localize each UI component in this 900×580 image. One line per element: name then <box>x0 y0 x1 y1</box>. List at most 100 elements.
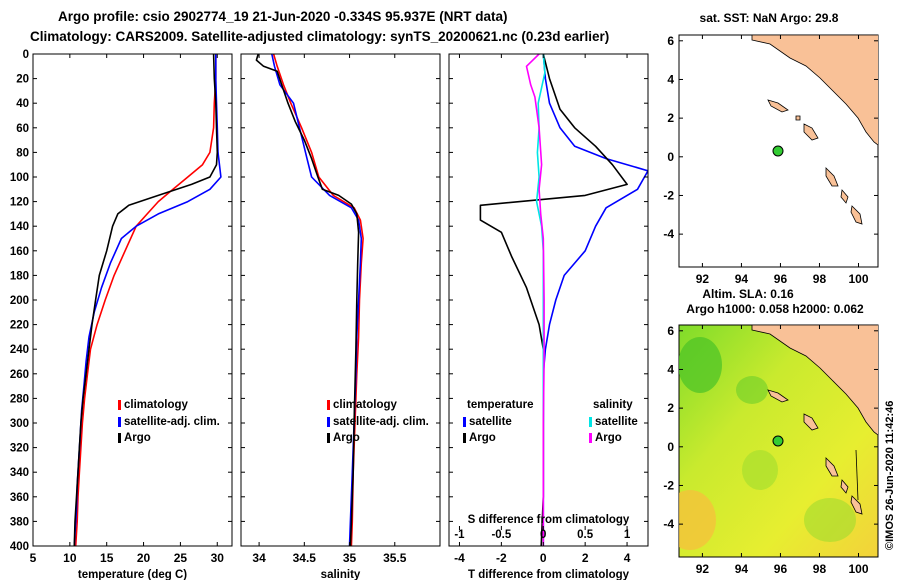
y-tick-label: 220 <box>10 320 29 332</box>
legend-argo-swatch <box>118 433 121 443</box>
legend-climatology-swatch <box>118 400 121 410</box>
legend-satellite-label: satellite-adj. clim. <box>333 416 429 428</box>
legend-t-argo-swatch <box>463 433 466 443</box>
legend-climatology-label: climatology <box>333 399 398 411</box>
island-siberut <box>825 457 839 477</box>
island-simeulue <box>767 389 789 403</box>
x-tick-label: 15 <box>100 551 114 565</box>
sla-track-line <box>855 449 859 501</box>
legend-argo-swatch <box>327 433 330 443</box>
x-tick-label: 20 <box>137 551 151 565</box>
y-tick-label: 0 <box>23 49 29 61</box>
x2-tick-label: 1 <box>624 529 631 541</box>
x-tick-label: 30 <box>211 551 225 565</box>
salinity-x-axis-label: salinity <box>321 569 361 580</box>
legend-t-satellite-swatch <box>463 417 466 427</box>
temperature-legend: climatology satellite-adj. clim. Argo <box>118 399 220 444</box>
sla-blob <box>736 376 768 404</box>
y-tick-label: 260 <box>10 369 29 381</box>
x-tick-label: 4 <box>624 551 631 565</box>
island-nias <box>803 123 819 141</box>
map-x-tick-label: 100 <box>848 272 868 286</box>
y-tick-label: 140 <box>10 221 29 233</box>
y-tick-label: 60 <box>16 123 29 135</box>
island-pagai <box>850 205 863 225</box>
y-tick-label: 120 <box>10 197 29 209</box>
island-sipora <box>840 479 849 494</box>
island-siberut <box>825 167 839 187</box>
sst-map-title: sat. SST: NaN Argo: 29.8 <box>700 11 839 25</box>
map-x-tick-label: 96 <box>774 272 788 286</box>
y-tick-label: 160 <box>10 246 29 258</box>
y-tick-label: 280 <box>10 393 29 405</box>
difference-panel: -4 -2 0 2 4 T difference from climatology S di… <box>448 53 649 580</box>
sla-blob <box>804 498 856 542</box>
figure-title-line2: Climatology: CARS2009. Satellite-adjuste… <box>30 29 609 44</box>
island-banyak <box>795 115 801 121</box>
series-argo <box>255 54 360 546</box>
map-y-tick-label: 4 <box>667 72 674 86</box>
map-y-tick-label: 6 <box>667 324 674 338</box>
salinity-legend: climatology satellite-adj. clim. Argo <box>327 399 429 444</box>
map-y-tick-label: -2 <box>663 188 674 202</box>
legend-temperature-header: temperature <box>467 399 533 411</box>
y-tick-label: 360 <box>10 492 29 504</box>
island-simeulue <box>767 99 789 113</box>
x-tick-label: 10 <box>63 551 77 565</box>
x2-tick-label: 0.5 <box>577 529 594 541</box>
difference-series <box>479 54 648 546</box>
map-x-tick-label: 94 <box>735 272 749 286</box>
x-tick-label: 5 <box>30 551 37 565</box>
difference-legend: temperature salinity satellite Argo sate… <box>463 399 638 444</box>
y-tick-label: 400 <box>10 541 29 553</box>
legend-t-argo-label: Argo <box>469 432 496 444</box>
series-climatology <box>74 54 217 546</box>
argo-location-marker <box>772 435 784 447</box>
difference-plot-bg <box>449 54 648 546</box>
y-tick-label: 300 <box>10 418 29 430</box>
series-s-argo <box>525 54 545 546</box>
sla-blob <box>742 450 778 490</box>
x2-tick-label: 0 <box>540 529 546 541</box>
x-tick-label: 34 <box>252 551 266 565</box>
sla-map-title2: Argo h1000: 0.058 h2000: 0.062 <box>686 302 864 316</box>
x-tick-label: 34.5 <box>293 551 317 565</box>
x-tick-label: 35 <box>343 551 357 565</box>
x-tick-label: 25 <box>174 551 188 565</box>
map-y-tick-label: -4 <box>663 227 674 241</box>
y-tick-label: 180 <box>10 270 29 282</box>
map-x-tick-label: 92 <box>696 562 710 576</box>
legend-t-satellite-label: satellite <box>469 416 512 428</box>
map-y-tick-label: 2 <box>667 111 674 125</box>
difference-x-axis-label: T difference from climatology <box>468 569 630 580</box>
y-tick-label: 320 <box>10 443 29 455</box>
map-x-tick-label: 92 <box>696 272 710 286</box>
sla-map-title1: Altim. SLA: 0.16 <box>702 287 794 301</box>
sumatra-landmass <box>751 325 878 436</box>
y-tick-label: 340 <box>10 467 29 479</box>
y-tick-label: 80 <box>16 147 29 159</box>
map-y-tick-label: 0 <box>667 150 674 164</box>
imos-credit: ©IMOS 26-Jun-2020 11:42:46 <box>884 401 896 550</box>
salinity-plot-bg <box>241 54 440 546</box>
island-nias <box>803 413 819 431</box>
x-tick-label: -4 <box>454 551 465 565</box>
y-tick-label: 200 <box>10 295 29 307</box>
sst-map-axes: 92 94 96 98 100 -4 -2 0 2 4 6 <box>663 34 878 286</box>
map-x-tick-label: 98 <box>813 562 827 576</box>
x2-tick-label: -1 <box>454 529 465 541</box>
map-y-tick-label: 4 <box>667 362 674 376</box>
map-y-tick-label: -2 <box>663 478 674 492</box>
map-x-tick-label: 94 <box>735 562 749 576</box>
legend-s-satellite-swatch <box>589 417 592 427</box>
map-y-tick-label: 6 <box>667 34 674 48</box>
legend-satellite-label: satellite-adj. clim. <box>124 416 220 428</box>
map-y-tick-label: 2 <box>667 401 674 415</box>
island-pagai <box>850 495 863 515</box>
legend-s-satellite-label: satellite <box>595 416 638 428</box>
legend-argo-label: Argo <box>124 432 151 444</box>
y-tick-label: 100 <box>10 172 29 184</box>
legend-s-argo-swatch <box>589 433 592 443</box>
x-tick-label: 0 <box>540 551 547 565</box>
x2-tick-label: -0.5 <box>491 529 511 541</box>
